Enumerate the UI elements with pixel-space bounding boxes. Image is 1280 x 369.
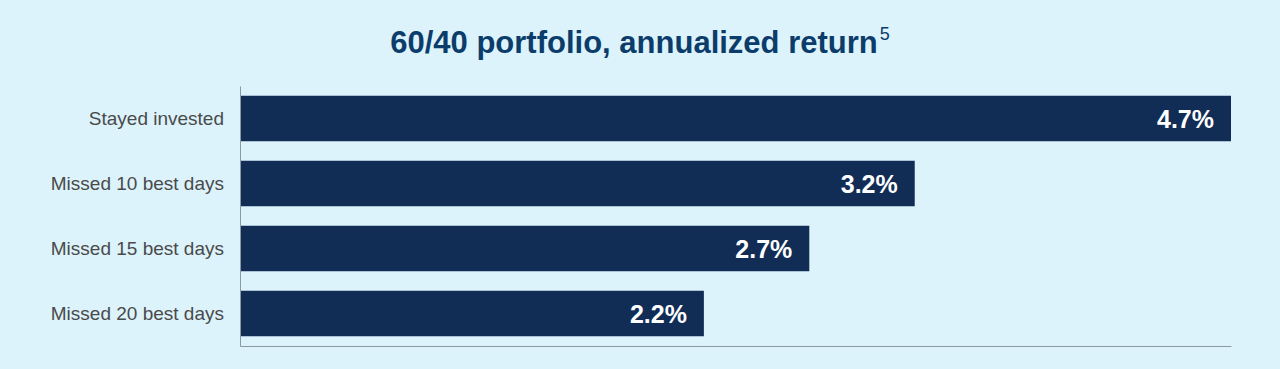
y-tick: Missed 20 best days xyxy=(51,303,240,324)
x-axis xyxy=(241,346,1232,347)
y-tick-label: Stayed invested xyxy=(89,108,224,129)
y-tick-label: Missed 15 best days xyxy=(51,238,224,259)
bar xyxy=(240,226,809,272)
y-axis: Stayed invested Missed 10 best days Missed… xyxy=(51,87,241,347)
bar xyxy=(240,291,704,337)
chart-svg: 60/40 portfolio, annualized return5 Staye… xyxy=(0,0,1280,369)
bar xyxy=(240,96,1231,142)
bars xyxy=(240,96,1231,337)
title-text: 60/40 portfolio, annualized return xyxy=(390,25,877,60)
background xyxy=(0,0,1280,369)
data-label: 2.7% xyxy=(735,235,792,263)
y-tick: Stayed invested xyxy=(89,108,240,129)
y-tick-label: Missed 10 best days xyxy=(51,173,224,194)
data-label: 4.7% xyxy=(1157,105,1214,133)
y-tick: Missed 15 best days xyxy=(51,238,240,259)
title: 60/40 portfolio, annualized return5 xyxy=(390,24,889,60)
title-note: 5 xyxy=(880,24,890,44)
data-label: 2.2% xyxy=(630,300,687,328)
data-labels: 4.7% 3.2% 2.7% 2.2% xyxy=(630,105,1214,328)
data-label: 3.2% xyxy=(841,170,898,198)
chart-container: 60/40 portfolio, annualized return5 Staye… xyxy=(0,0,1280,369)
y-axis-line xyxy=(240,87,241,347)
y-tick: Missed 10 best days xyxy=(51,173,240,194)
bar xyxy=(240,161,915,207)
x-axis-line xyxy=(241,346,1232,347)
y-tick-label: Missed 20 best days xyxy=(51,303,224,324)
